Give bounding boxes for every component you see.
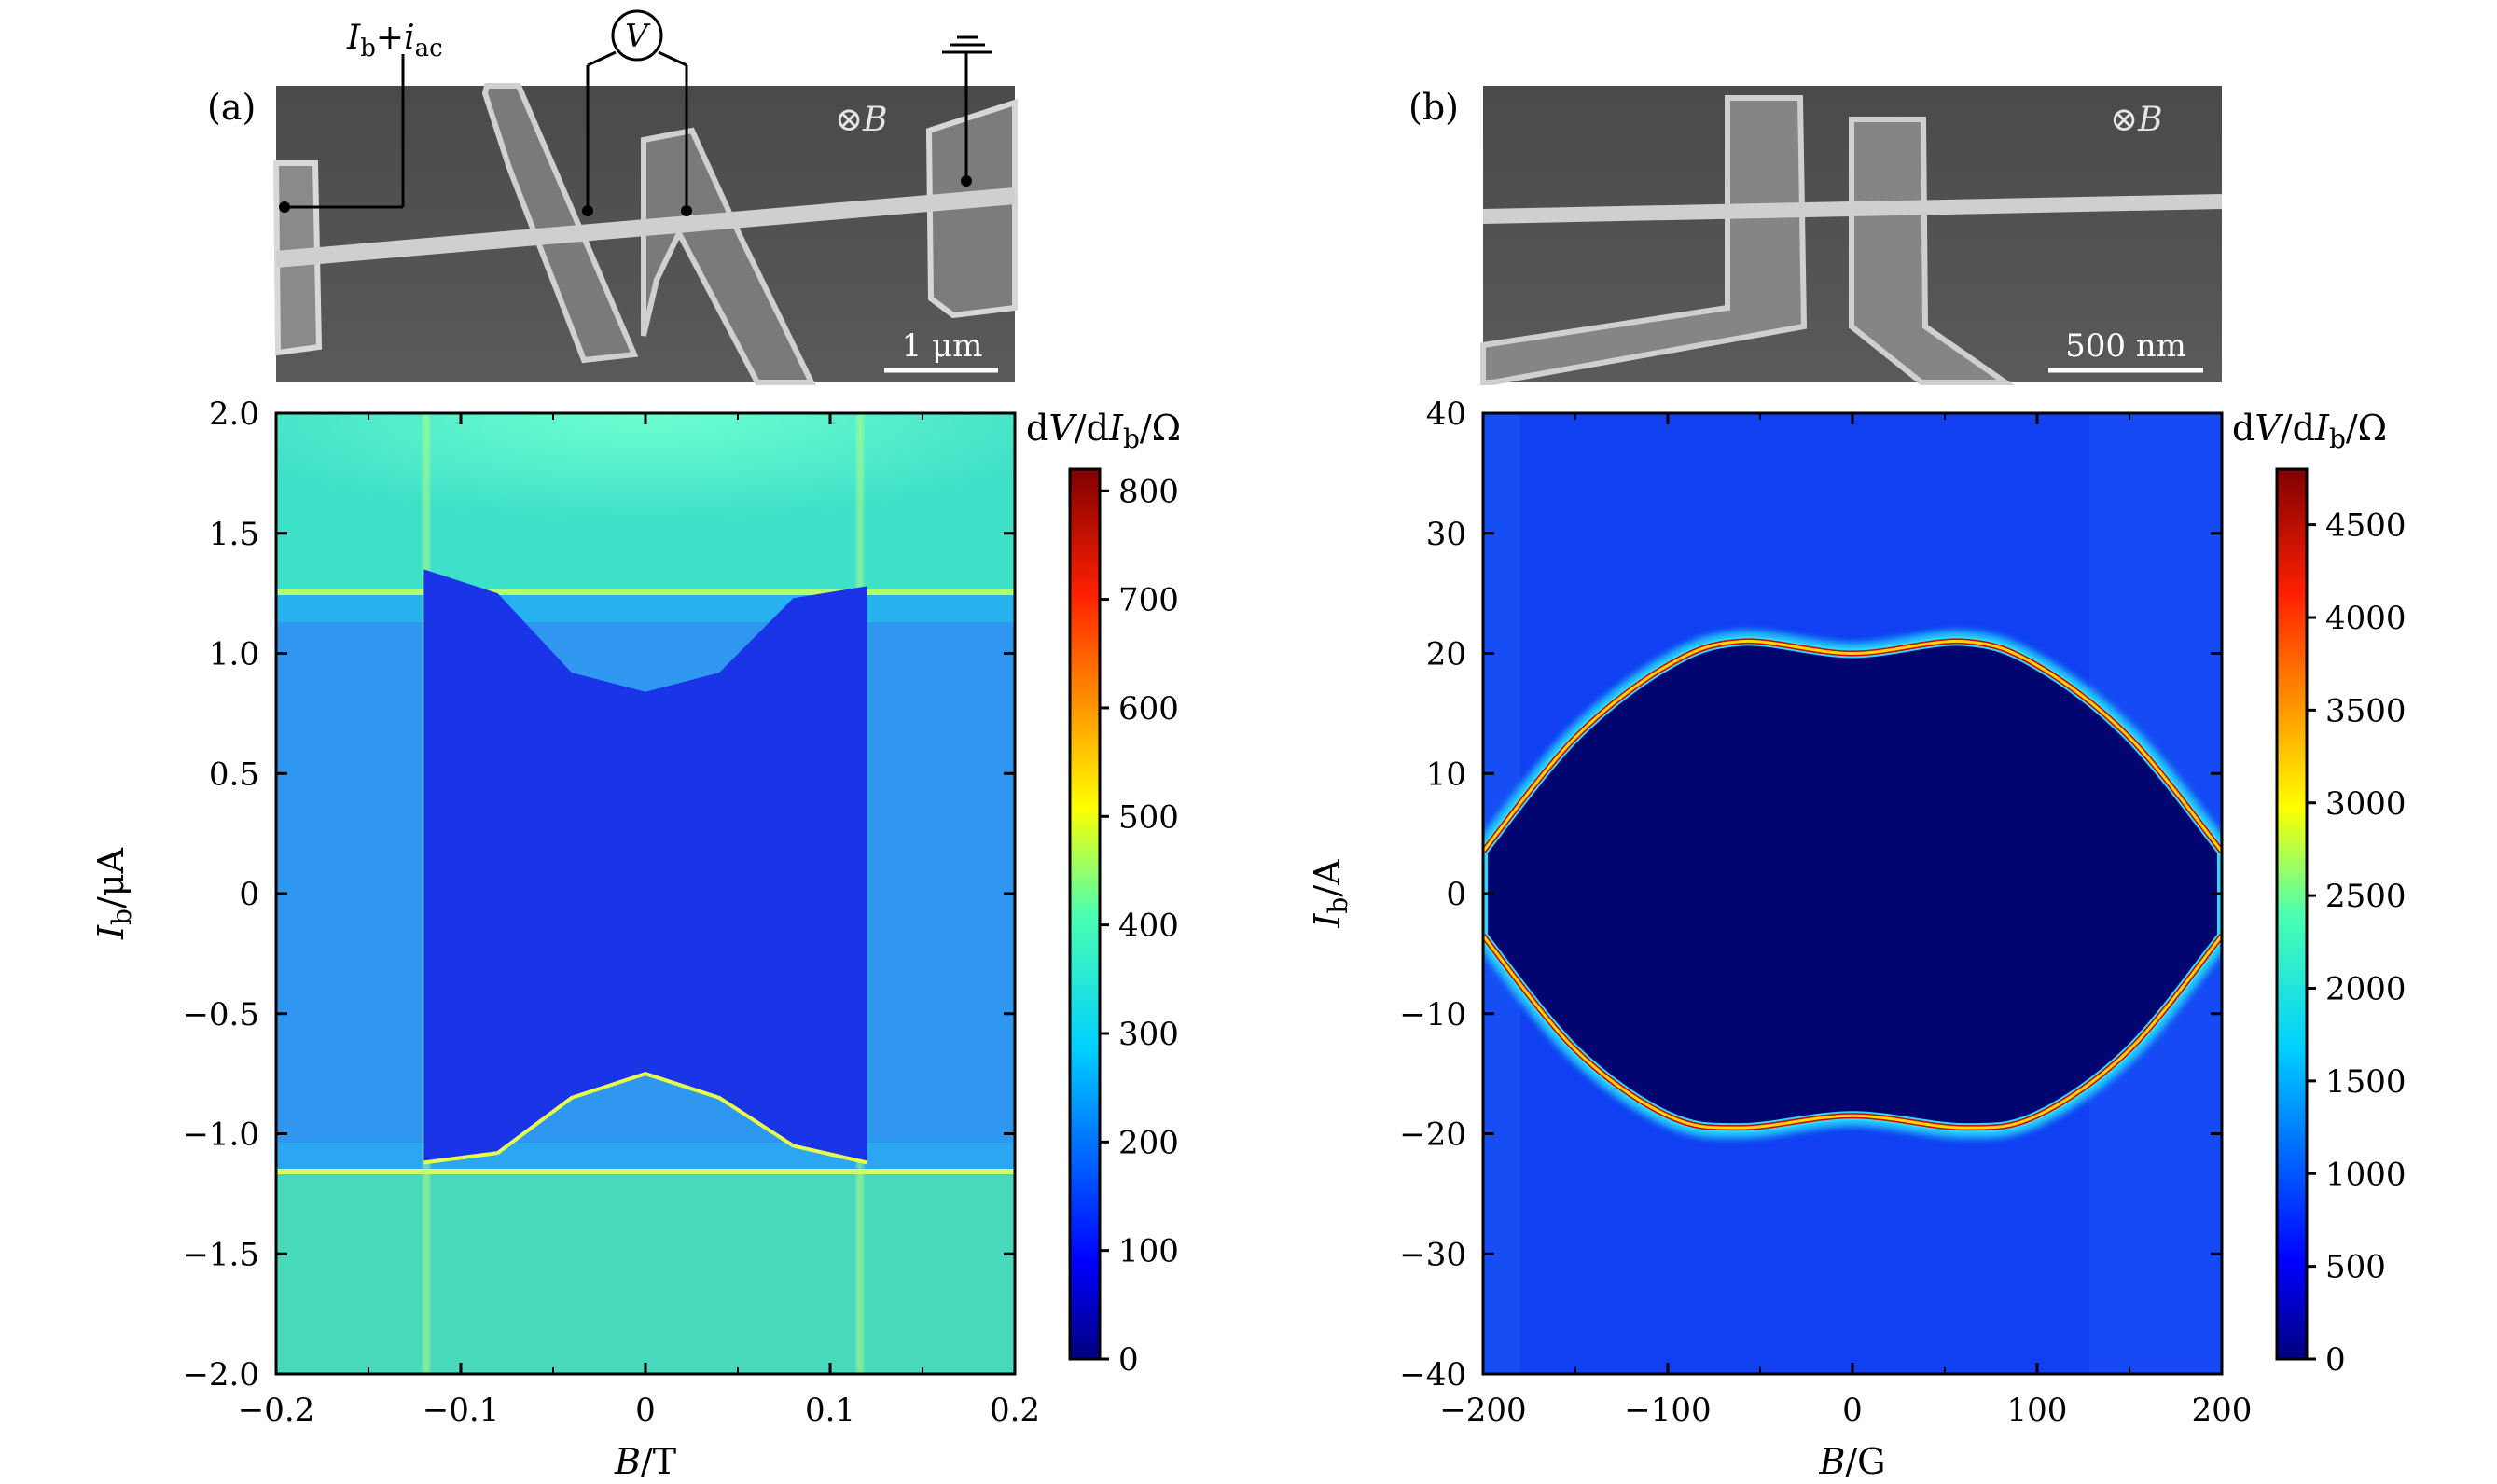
xlabel-b: B/G (1818, 1441, 1885, 1482)
heatmap-b (1483, 413, 2222, 1374)
colorbar-a: dV/dIb/Ω 0 100 200 300 400 500 600 700 800 (1026, 408, 1181, 1379)
scalebar-label-a: 1 μm (902, 327, 983, 365)
sem-image-a (272, 9, 1018, 385)
panel-b: (b) ⊗B 500 nm −200 (1307, 86, 2407, 1482)
colorbar-b: dV/dIb/Ω 0 500 1000 1500 2000 2500 3000 3500 400… (2232, 408, 2407, 1379)
colorbar-title-a: dV/dIb/Ω (1026, 408, 1181, 454)
x-tick-label: 0 (635, 1392, 656, 1429)
y-tick-label: 0 (239, 876, 259, 913)
colorbar-tick-label: 1500 (2325, 1063, 2407, 1101)
colorbar-tick-label: 0 (1118, 1341, 1139, 1379)
colorbar-tick-label: 4000 (2325, 600, 2407, 637)
panel-a: (a) (90, 9, 1181, 1482)
x-tick-label: 100 (2007, 1392, 2068, 1429)
y-tick-label: −1.5 (182, 1236, 259, 1273)
x-tick-label: 0.1 (805, 1392, 855, 1429)
y-tick-label: 10 (1426, 756, 1466, 793)
colorbar-tick-label: 200 (1118, 1124, 1179, 1161)
panel-b-label: (b) (1408, 87, 1459, 128)
colorbar-tick-label: 600 (1118, 690, 1179, 728)
x-tick-label: −100 (1624, 1392, 1711, 1429)
ylabel-a: Ib/μA (90, 848, 137, 940)
superconducting-core (423, 569, 867, 1163)
bias-label: Ib+iac (346, 19, 443, 62)
colorbar-tick-label: 4500 (2325, 507, 2407, 545)
y-tick-label: 30 (1426, 516, 1466, 553)
x-tick-label: 200 (2192, 1392, 2253, 1429)
y-tick-label: −30 (1399, 1236, 1466, 1273)
x-tick-label: 0.2 (990, 1392, 1040, 1429)
x-tick-label: −0.2 (238, 1392, 315, 1429)
field-label-b: ⊗B (2110, 101, 2163, 139)
sem-image-b (1480, 86, 2223, 385)
colorbar-tick-label: 3500 (2325, 692, 2407, 729)
voltmeter-icon (611, 9, 663, 62)
y-tick-label: −40 (1399, 1356, 1466, 1394)
colorbar-tick-label: 2500 (2325, 878, 2407, 915)
colorbar-tick-label: 500 (2325, 1249, 2386, 1286)
colorbar-tick-label: 700 (1118, 582, 1179, 619)
y-tick-label: 0 (1446, 876, 1466, 913)
scalebar-label-b: 500 nm (2065, 327, 2186, 365)
xlabel-a: B/T (614, 1441, 676, 1482)
panel-a-label: (a) (207, 87, 256, 128)
y-tick-label: −20 (1399, 1116, 1466, 1154)
y-tick-label: 0.5 (209, 756, 259, 793)
colorbar-tick-label: 300 (1118, 1016, 1179, 1053)
colorbar-tick-label: 0 (2325, 1341, 2346, 1379)
x-tick-label: −200 (1439, 1392, 1526, 1429)
colorbar-tick-label: 800 (1118, 473, 1179, 510)
x-tick-label: −0.1 (423, 1392, 500, 1429)
y-tick-label: 2.0 (209, 395, 259, 433)
y-tick-label: 1.5 (209, 516, 259, 553)
ylabel-b: Ib/A (1307, 859, 1353, 929)
voltmeter-label: V (625, 18, 651, 55)
y-tick-label: −0.5 (182, 996, 259, 1033)
field-label-a: ⊗B (835, 101, 888, 139)
y-tick-label: −10 (1399, 996, 1466, 1033)
superconducting-region (1483, 641, 2222, 1129)
colorbar-tick-label: 400 (1118, 908, 1179, 945)
colorbar-tick-label: 1000 (2325, 1156, 2407, 1193)
y-tick-label: 20 (1426, 636, 1466, 673)
y-tick-label: 1.0 (209, 636, 259, 673)
colorbar-tick-label: 3000 (2325, 785, 2407, 823)
y-tick-label: −1.0 (182, 1116, 259, 1154)
colorbar-title-b: dV/dIb/Ω (2232, 408, 2387, 454)
y-tick-label: −2.0 (182, 1356, 259, 1394)
x-tick-label: 0 (1842, 1392, 1863, 1429)
colorbar-tick-label: 500 (1118, 798, 1179, 836)
axes-a: −0.2 −0.1 0 0.1 0.2 −2.0 −1.5 −1.0 −0.5 0 0.5 1.0 1.… (182, 395, 1040, 1429)
colorbar-tick-label: 2000 (2325, 971, 2407, 1008)
colorbar-tick-label: 100 (1118, 1233, 1179, 1270)
y-tick-label: 40 (1426, 395, 1466, 433)
heatmap-a (276, 413, 1015, 1374)
